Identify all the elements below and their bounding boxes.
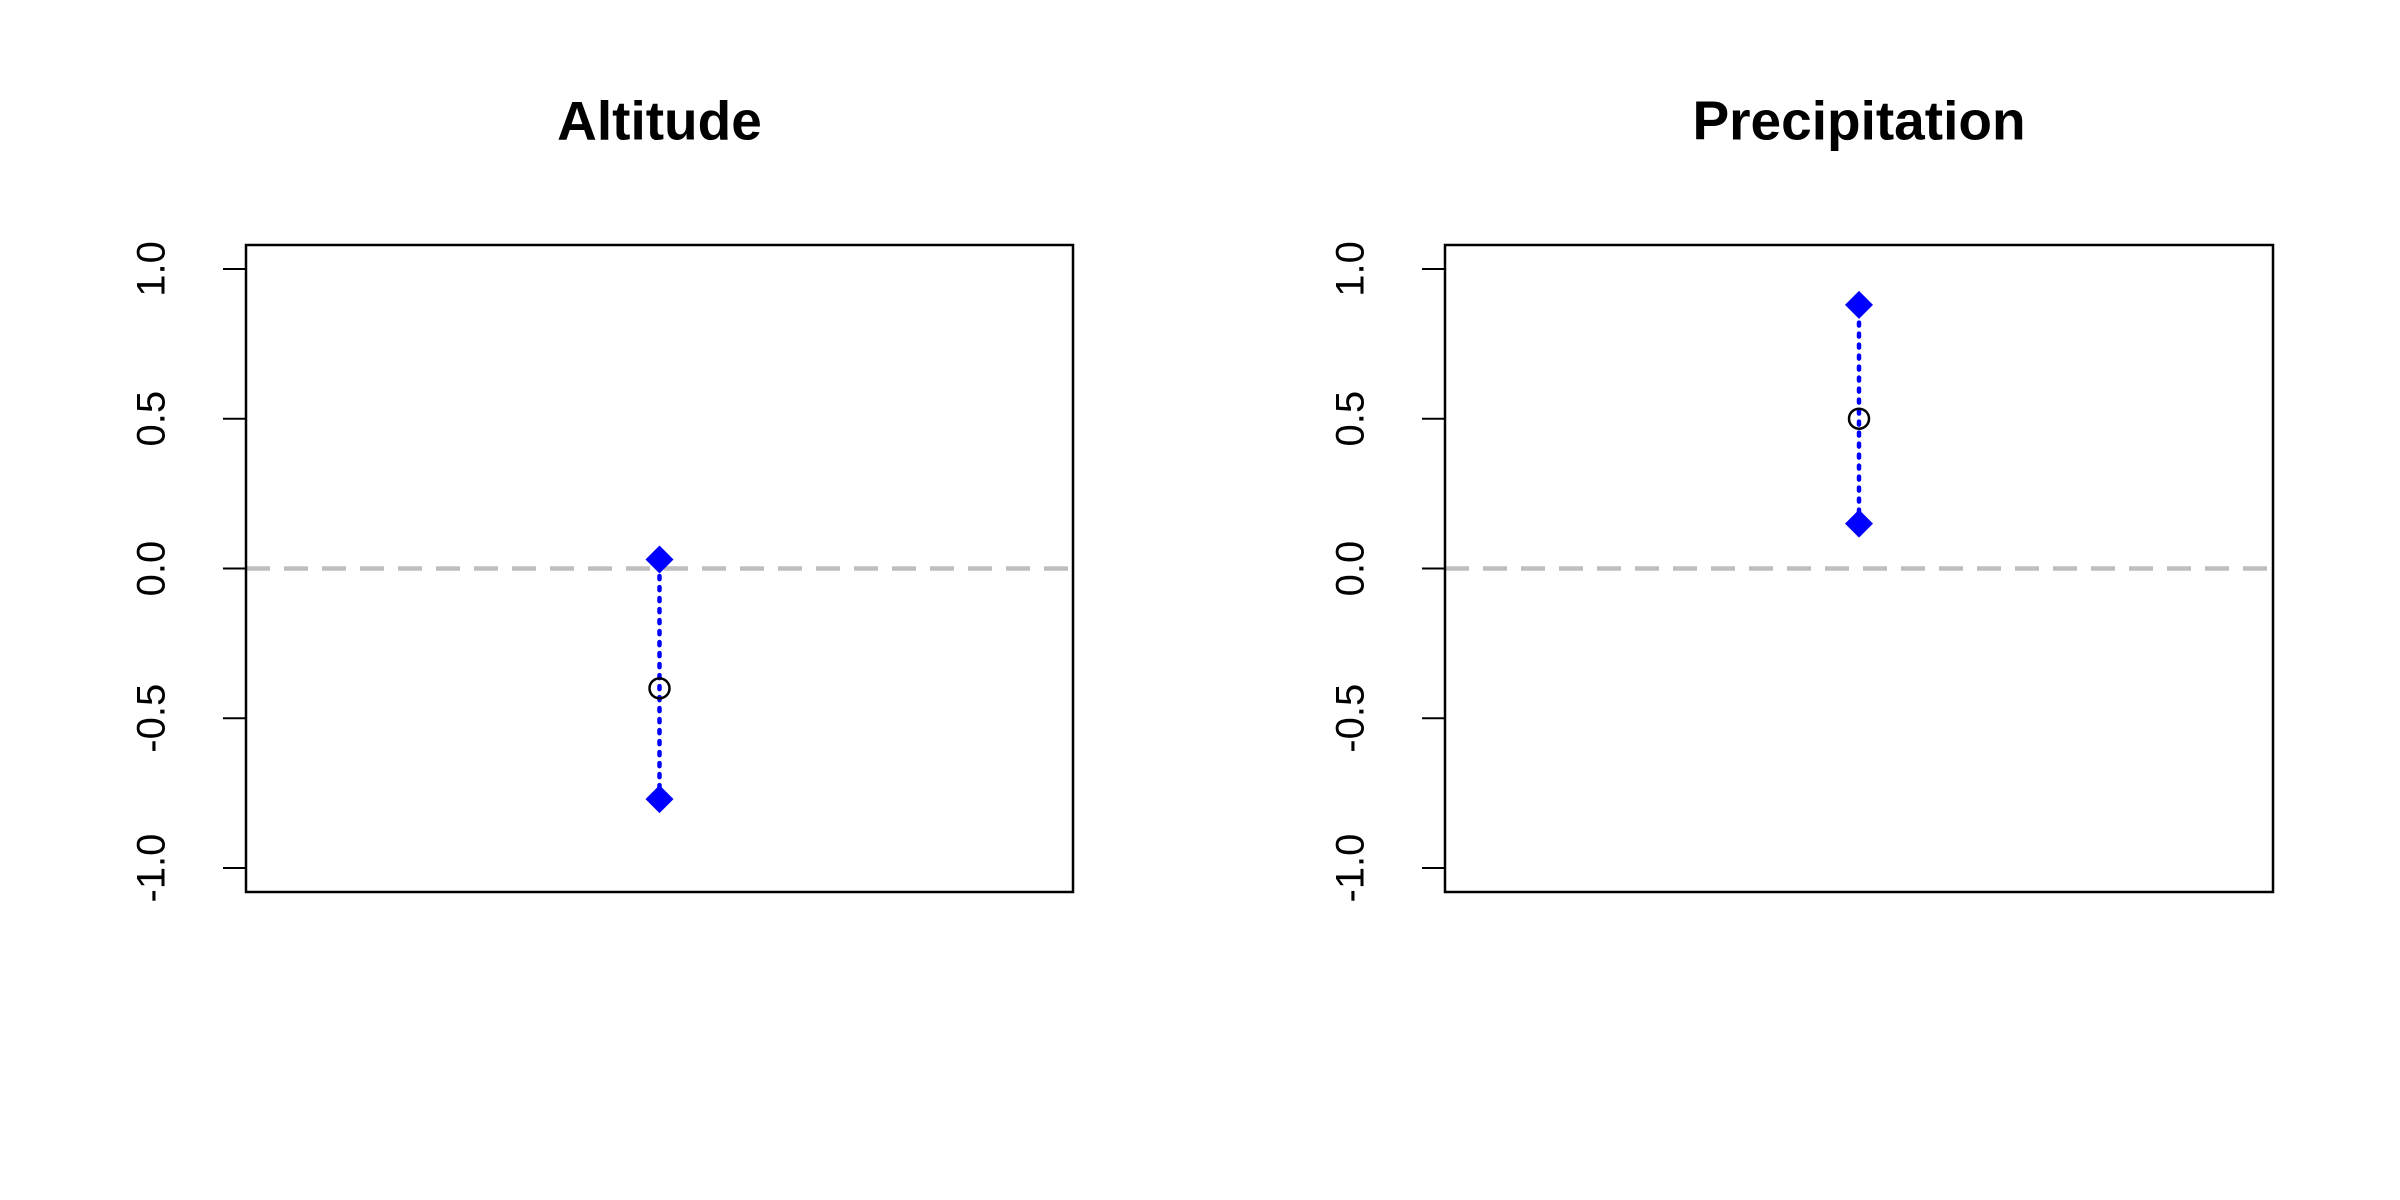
y-tick-label: 1.0 [130, 241, 174, 297]
chart-title: Altitude [557, 90, 762, 152]
interval-end [1845, 509, 1873, 538]
y-tick-label: 0.5 [130, 391, 174, 447]
plot-box [1443, 243, 2275, 894]
interval-end [645, 545, 674, 574]
estimate [648, 677, 671, 700]
y-tick-label: 1.0 [1329, 241, 1373, 297]
estimate [1847, 407, 1871, 430]
chart-title: Precipitation [1692, 90, 2025, 152]
y-tick-label: -1.0 [1329, 834, 1373, 903]
interval-end [1845, 290, 1873, 319]
y-tick-label: 0.0 [130, 541, 174, 597]
y-tick-label: -0.5 [1329, 684, 1373, 753]
plot-box [244, 243, 1075, 894]
y-tick-label: 0.5 [1329, 391, 1373, 447]
y-tick-label: -1.0 [130, 834, 174, 903]
y-tick-label: -0.5 [130, 684, 174, 753]
interval-end [645, 785, 674, 814]
y-tick-label: 0.0 [1329, 541, 1373, 597]
